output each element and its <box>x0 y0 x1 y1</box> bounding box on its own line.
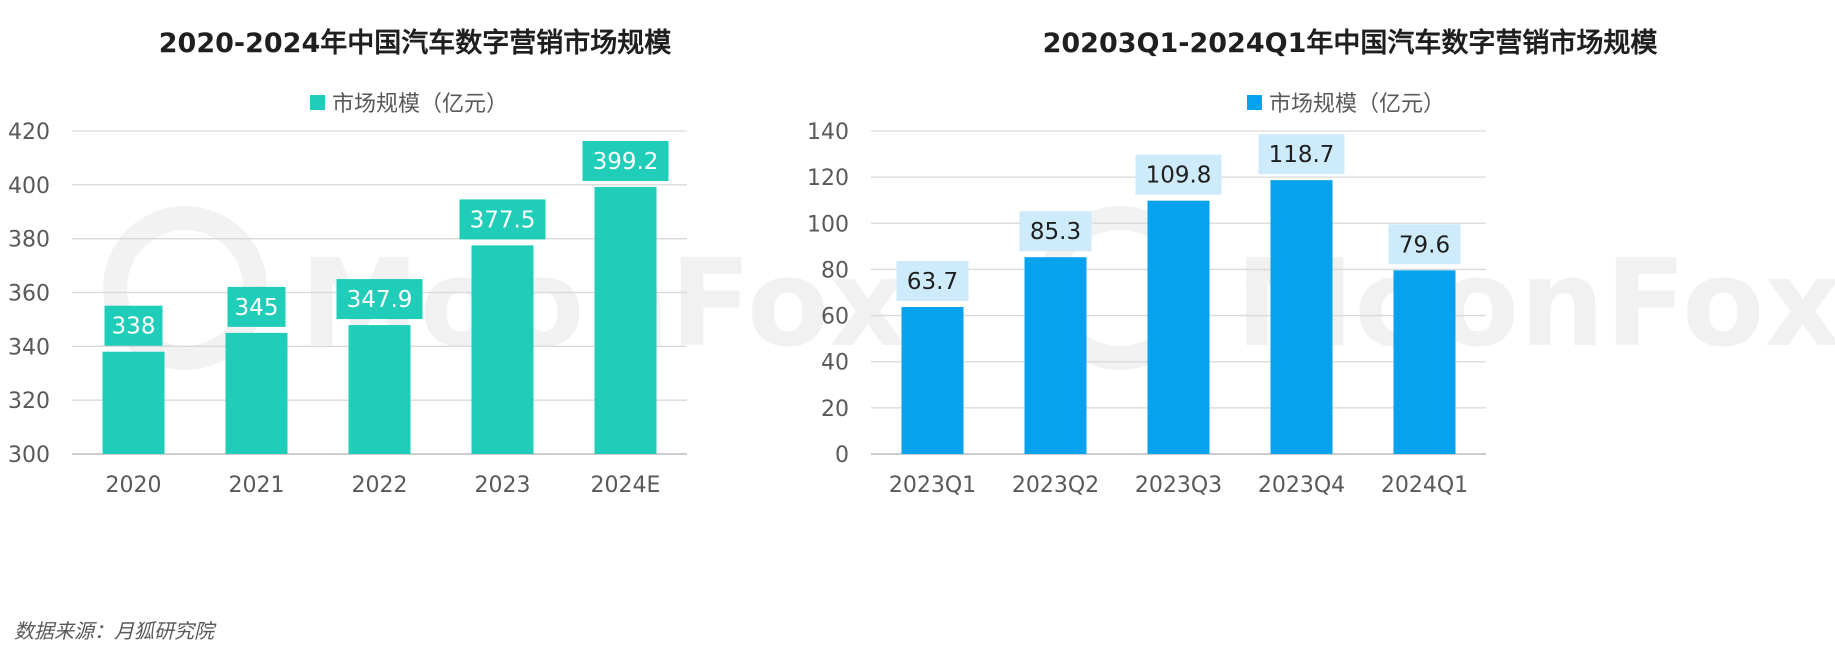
right-y-tick-label: 40 <box>821 351 849 376</box>
left-value-label: 338 <box>112 314 156 340</box>
left-x-tick-label: 2021 <box>229 473 285 498</box>
right-x-tick-label: 2023Q1 <box>889 473 976 498</box>
right-y-tick-label: 0 <box>835 443 849 468</box>
left-bar <box>225 332 288 454</box>
left-chart: 2020-2024年中国汽车数字营销市场规模 市场规模（亿元） 300 320 34… <box>8 27 687 498</box>
right-value-label-bg <box>1258 134 1345 175</box>
left-value-label: 377.5 <box>470 207 536 233</box>
right-value-label: 109.8 <box>1146 163 1212 189</box>
left-value-label-bg <box>459 199 546 240</box>
right-chart: 20203Q1-2024Q1年中国汽车数字营销市场规模 市场规模（亿元） 0 20… <box>807 27 1657 498</box>
left-x-tick-label: 2024E <box>591 473 661 498</box>
right-value-label-bg <box>896 261 969 302</box>
left-y-tick-label: 420 <box>8 120 50 145</box>
right-y-tick-label: 140 <box>807 120 849 145</box>
left-y-tick-label: 340 <box>8 335 50 360</box>
left-value-label-bg <box>104 305 163 346</box>
left-y-tick-label: 320 <box>8 389 50 414</box>
right-bar <box>1147 200 1210 454</box>
left-value-label-bg <box>227 286 286 327</box>
right-value-label-bg <box>1388 224 1461 265</box>
right-y-tick-label: 100 <box>807 212 849 237</box>
right-x-tick-label: 2023Q3 <box>1135 473 1222 498</box>
left-bar <box>102 351 165 454</box>
right-x-tick-label: 2023Q4 <box>1258 473 1345 498</box>
left-value-label: 399.2 <box>593 149 659 175</box>
source-note: 数据来源：月狐研究院 <box>14 619 214 643</box>
left-legend-swatch <box>310 95 325 110</box>
right-x-tick-label: 2024Q1 <box>1381 473 1468 498</box>
left-bar <box>594 186 657 454</box>
watermark-text-right: MoonFox <box>1235 235 1835 374</box>
right-value-label: 85.3 <box>1030 219 1081 245</box>
right-legend-swatch <box>1247 95 1262 110</box>
left-value-label-bg <box>582 140 669 181</box>
right-value-label: 118.7 <box>1269 142 1335 168</box>
left-chart-title: 2020-2024年中国汽车数字营销市场规模 <box>159 27 672 59</box>
right-bar <box>1024 257 1087 454</box>
left-x-tick-label: 2023 <box>475 473 531 498</box>
right-y-tick-label: 20 <box>821 397 849 422</box>
right-value-label-bg <box>1135 154 1222 195</box>
left-y-tick-label: 400 <box>8 174 50 199</box>
right-y-tick-label: 80 <box>821 258 849 283</box>
left-y-tick-label: 360 <box>8 282 50 307</box>
right-value-label: 63.7 <box>907 269 958 295</box>
left-bar <box>348 325 411 454</box>
left-bar <box>471 245 534 454</box>
right-value-label: 79.6 <box>1399 232 1450 258</box>
right-value-label-bg <box>1019 211 1092 252</box>
left-value-label: 345 <box>235 295 279 321</box>
right-legend-label: 市场规模（亿元） <box>1269 92 1445 117</box>
left-legend-label: 市场规模（亿元） <box>332 92 508 117</box>
right-chart-title: 20203Q1-2024Q1年中国汽车数字营销市场规模 <box>1043 27 1658 59</box>
right-y-tick-label: 120 <box>807 166 849 191</box>
left-x-tick-label: 2020 <box>106 473 162 498</box>
right-y-tick-label: 60 <box>821 305 849 330</box>
left-x-tick-label: 2022 <box>352 473 408 498</box>
left-y-tick-label: 300 <box>8 443 50 468</box>
right-bar <box>1393 270 1456 454</box>
right-bar <box>901 307 964 454</box>
left-value-label-bg <box>336 279 423 320</box>
left-y-tick-label: 380 <box>8 228 50 253</box>
right-x-tick-label: 2023Q2 <box>1012 473 1099 498</box>
right-bar <box>1270 180 1333 454</box>
left-value-label: 347.9 <box>347 287 413 313</box>
